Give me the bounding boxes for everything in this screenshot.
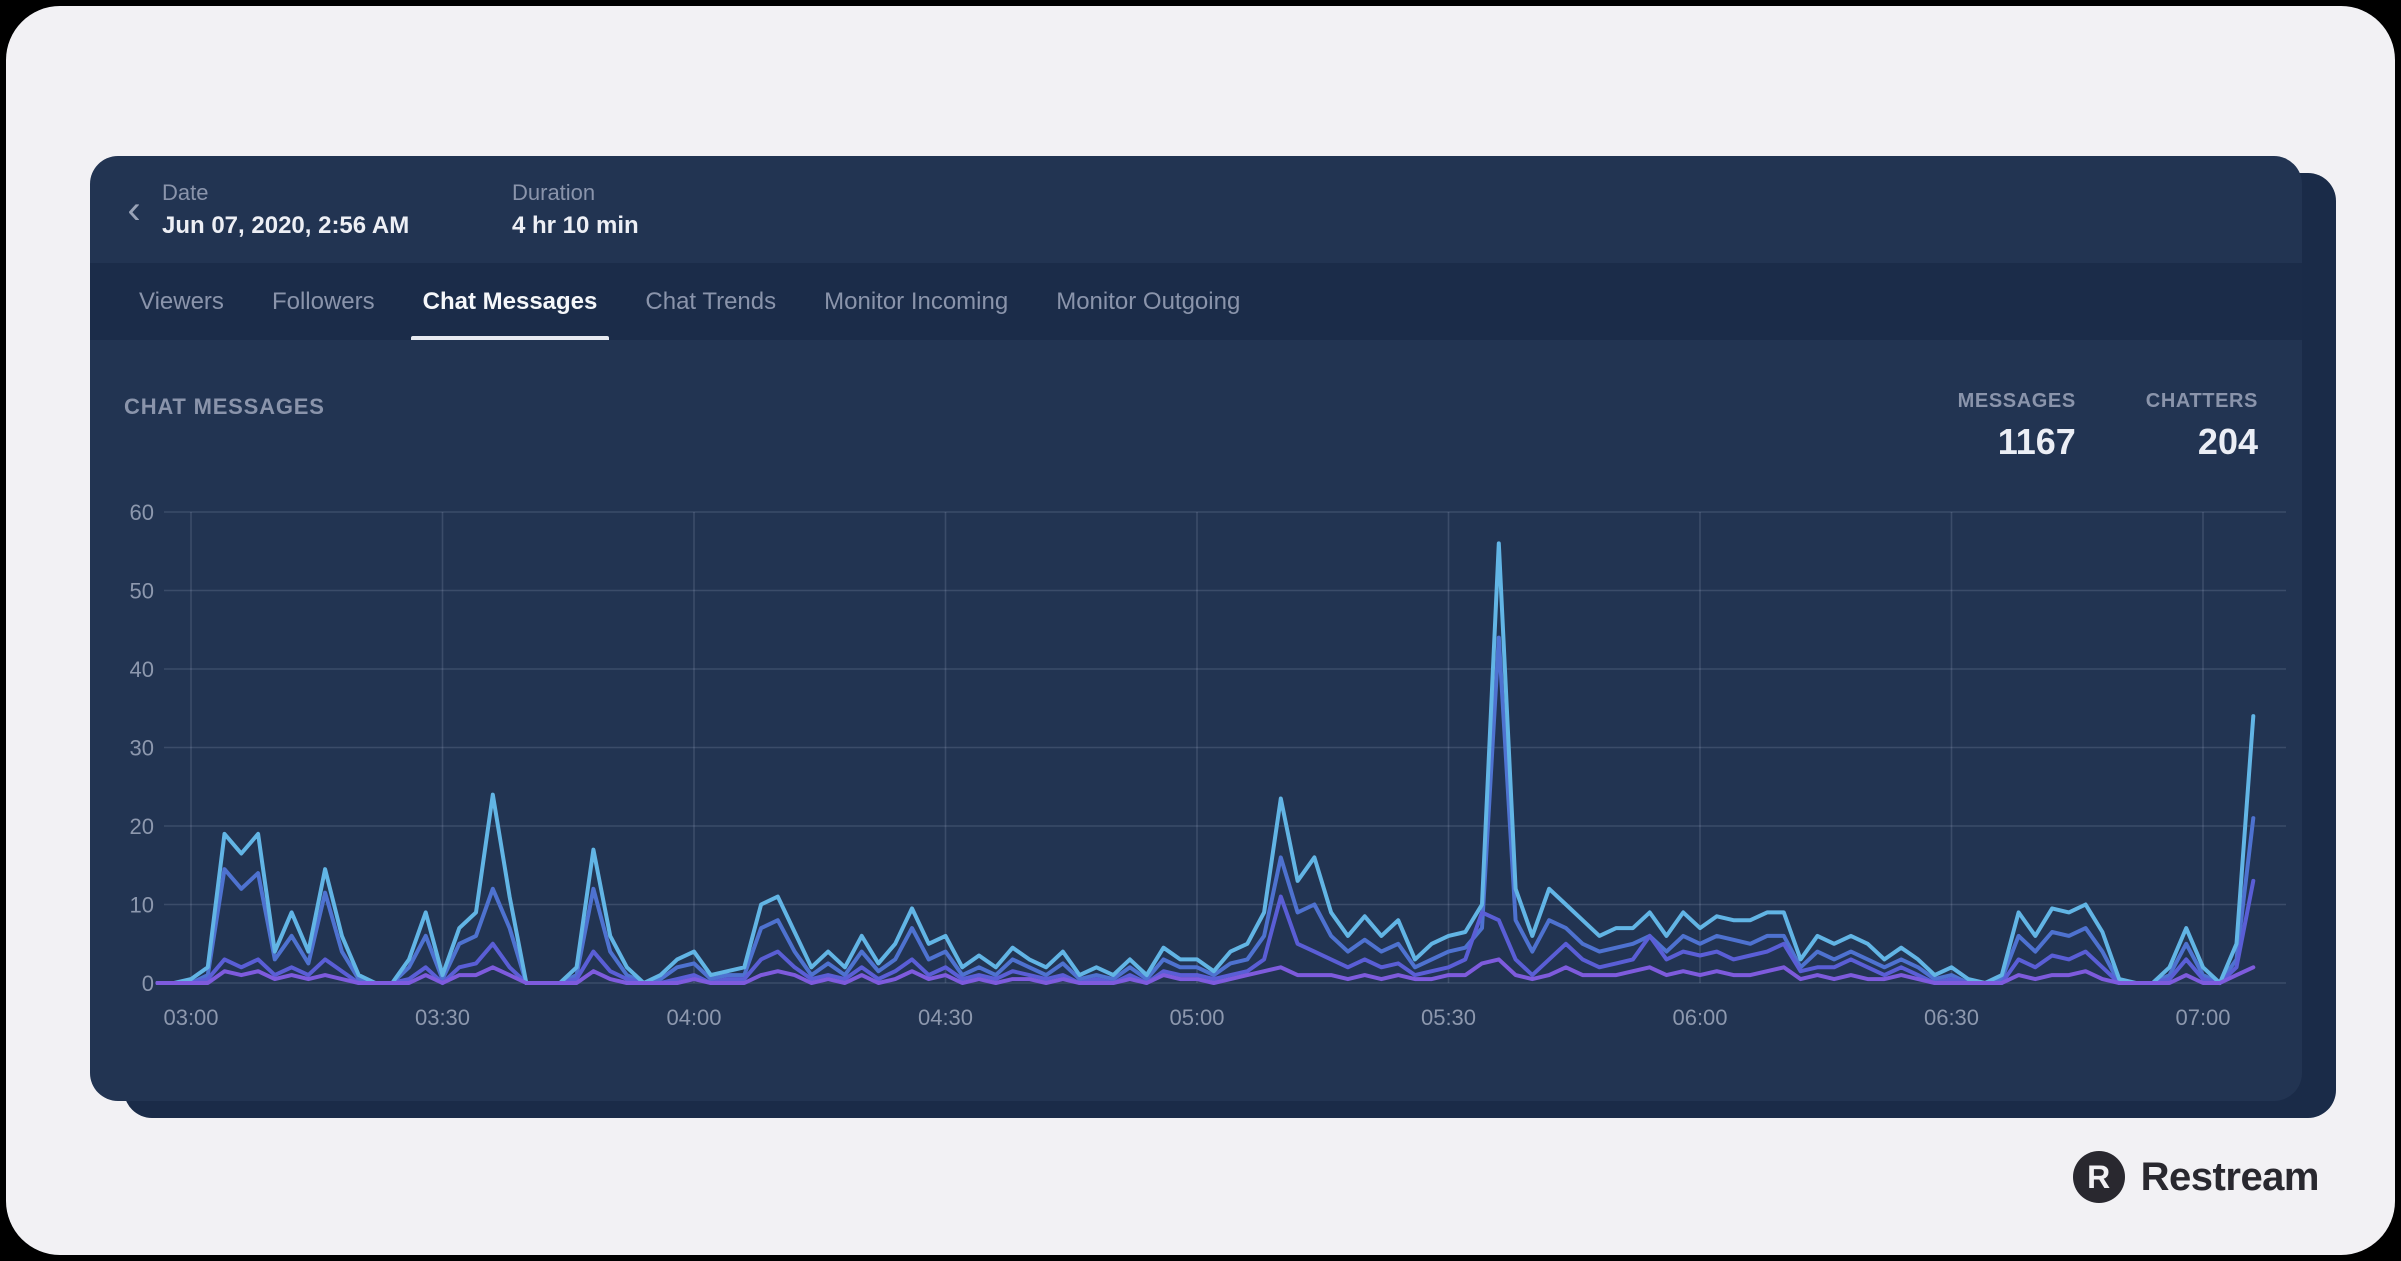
y-tick-label: 0 xyxy=(142,971,154,996)
chart-title: CHAT MESSAGES xyxy=(124,394,325,419)
x-tick-label: 06:00 xyxy=(1672,1005,1727,1030)
duration-value: 4 hr 10 min xyxy=(512,211,639,239)
x-tick-label: 05:00 xyxy=(1169,1005,1224,1030)
restream-logo-icon: R xyxy=(2072,1151,2125,1203)
chart-axis-labels: 0 10 20 30 40 50 60 03:00 03:30 04:00 04:30 05:00 05… xyxy=(130,500,2231,1030)
stat-chatters-label: CHATTERS xyxy=(2145,390,2258,412)
chart-series-messages-indigo xyxy=(155,878,2256,985)
chat-messages-line-chart: 0 10 20 30 40 50 60 03:00 03:30 04:00 04:30 05:00 05… xyxy=(130,500,2286,1030)
y-tick-label: 60 xyxy=(130,500,154,525)
screenshot-card: ‹ Date Jun 07, 2020, 2:56 AM Duration 4 … xyxy=(6,6,2395,1255)
restream-branding: R Restream xyxy=(2072,1151,2320,1203)
x-tick-label: 03:30 xyxy=(415,1005,470,1030)
date-label: Date xyxy=(162,179,209,205)
x-tick-label: 05:30 xyxy=(1421,1005,1476,1030)
stat-chatters: CHATTERS 204 xyxy=(2146,390,2258,463)
x-tick-label: 06:30 xyxy=(1924,1005,1979,1030)
tab-viewers[interactable]: Viewers xyxy=(115,263,248,340)
date-value: Jun 07, 2020, 2:56 AM xyxy=(162,211,410,239)
duration-label: Duration xyxy=(512,179,596,205)
y-tick-label: 50 xyxy=(130,579,154,604)
tab-monitor-outgoing[interactable]: Monitor Outgoing xyxy=(1032,263,1264,340)
date-field: Date Jun 07, 2020, 2:56 AM xyxy=(162,180,452,240)
stat-messages-value: 1167 xyxy=(1997,421,2076,462)
tab-chat-messages[interactable]: Chat Messages xyxy=(399,263,622,340)
tab-followers[interactable]: Followers xyxy=(248,263,399,340)
y-tick-label: 10 xyxy=(130,893,154,918)
duration-field: Duration 4 hr 10 min xyxy=(512,180,639,240)
chart-section: CHAT MESSAGES MESSAGES 1167 CHATTERS 204… xyxy=(90,340,2302,1092)
y-tick-label: 20 xyxy=(130,814,154,839)
y-tick-label: 30 xyxy=(130,736,154,761)
x-tick-label: 04:00 xyxy=(666,1005,721,1030)
x-tick-label: 04:30 xyxy=(918,1005,973,1030)
x-tick-label: 07:00 xyxy=(2175,1005,2230,1030)
chart-grid xyxy=(164,511,2286,984)
logo-letter: R xyxy=(2087,1158,2111,1195)
stat-chatters-value: 204 xyxy=(2197,421,2258,462)
y-tick-label: 40 xyxy=(130,657,154,682)
analytics-panel: ‹ Date Jun 07, 2020, 2:56 AM Duration 4 … xyxy=(90,156,2302,1101)
chart-series-messages-purple xyxy=(155,957,2256,985)
stats: MESSAGES 1167 CHATTERS 204 xyxy=(1958,390,2258,463)
stat-messages-label: MESSAGES xyxy=(1957,390,2076,412)
x-tick-label: 03:00 xyxy=(163,1005,218,1030)
chart-series-messages-light-blue xyxy=(155,541,2256,985)
restream-wordmark: Restream xyxy=(2140,1154,2320,1199)
chart-head: CHAT MESSAGES MESSAGES 1167 CHATTERS 204 xyxy=(116,390,2262,463)
panel-header: ‹ Date Jun 07, 2020, 2:56 AM Duration 4 … xyxy=(90,156,2302,263)
tab-bar: Viewers Followers Chat Messages Chat Trends… xyxy=(90,263,2302,340)
chevron-left-icon: ‹ xyxy=(127,187,141,232)
chart-series-messages-blue xyxy=(155,635,2256,985)
tab-chat-trends[interactable]: Chat Trends xyxy=(621,263,800,340)
back-button[interactable]: ‹ xyxy=(106,182,162,238)
stat-messages: MESSAGES 1167 xyxy=(1958,390,2076,463)
tab-monitor-incoming[interactable]: Monitor Incoming xyxy=(800,263,1032,340)
